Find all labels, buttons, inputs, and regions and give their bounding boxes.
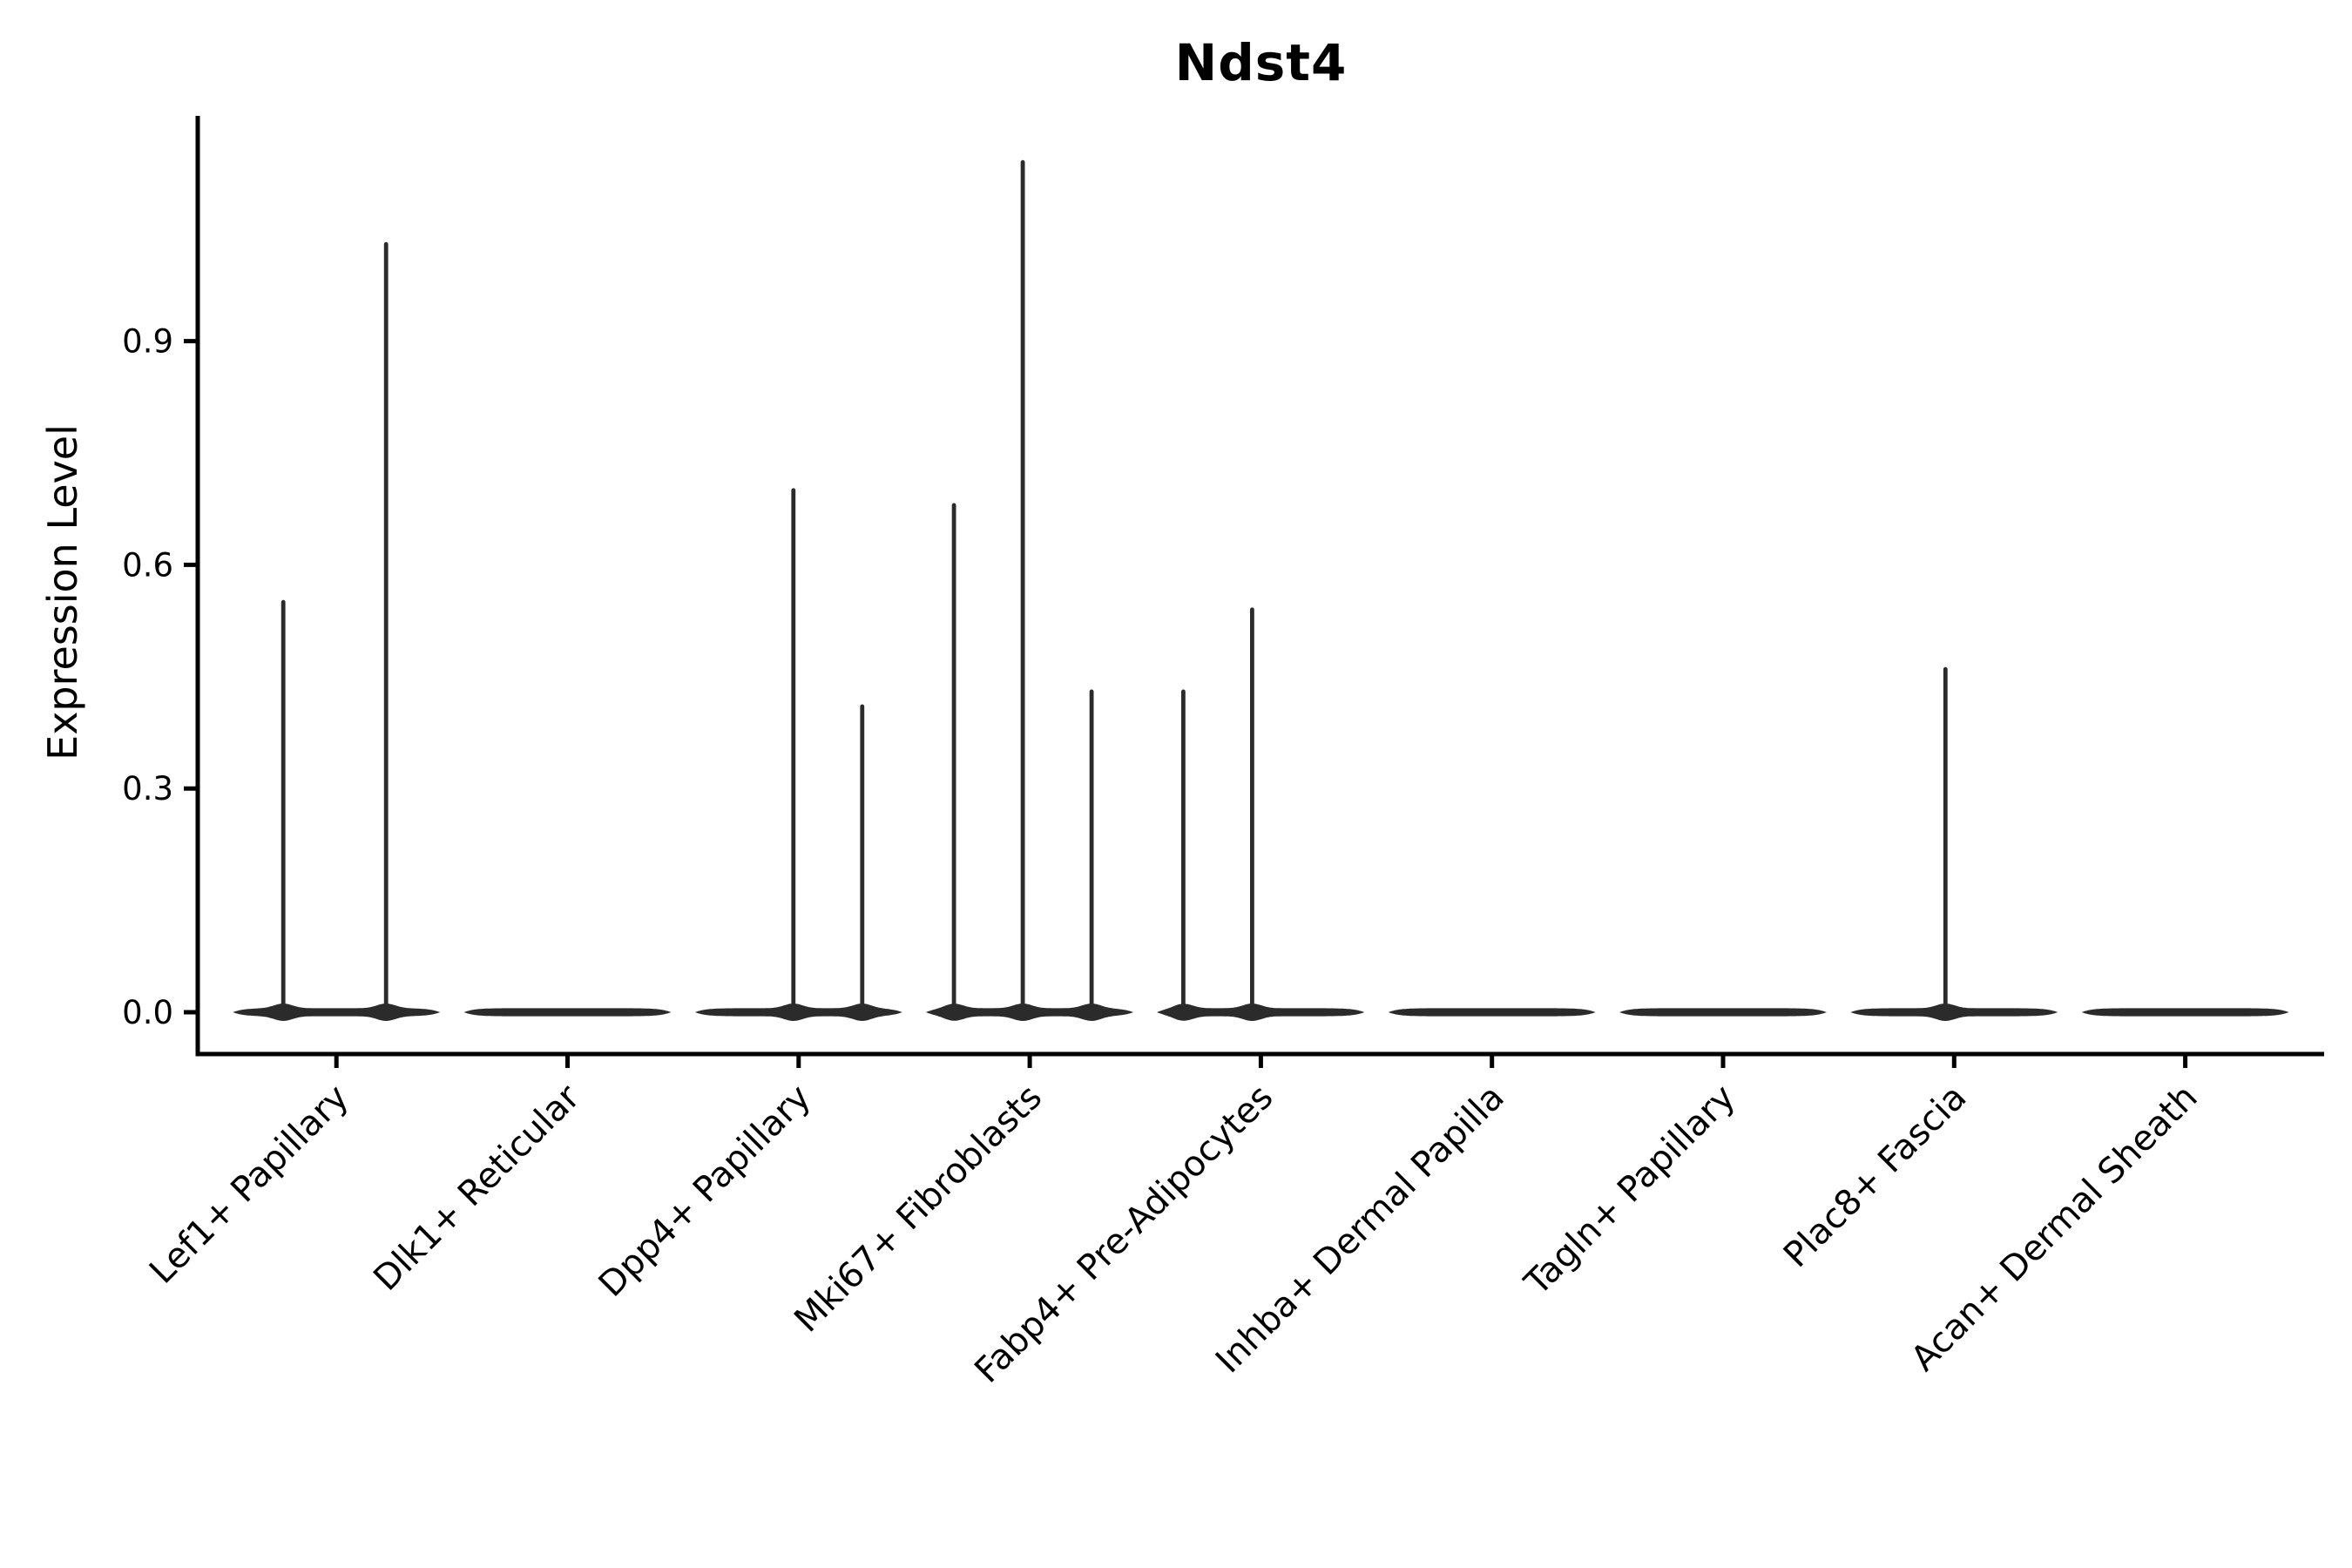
violin-body — [1619, 1008, 1827, 1017]
violin-body — [694, 1004, 902, 1021]
y-tick-label: 0.9 — [122, 323, 173, 361]
x-tick-label: Mki67+ Fibroblasts — [787, 1078, 1050, 1341]
chart-title: Ndst4 — [1174, 33, 1348, 92]
violin-body — [233, 1004, 441, 1021]
x-tick-label: Lef1+ Papillary — [142, 1078, 356, 1292]
y-tick-label: 0.0 — [122, 994, 173, 1031]
violin-body — [463, 1008, 672, 1017]
violin-body — [2081, 1008, 2289, 1017]
violin-body — [1850, 1004, 2058, 1021]
x-tick-label: Plac8+ Fascia — [1776, 1078, 1975, 1276]
x-tick-label: Dlk1+ Reticular — [366, 1077, 588, 1299]
violin-body — [1388, 1008, 1596, 1017]
y-tick-label: 0.6 — [122, 546, 173, 584]
x-tick-label: Tagln+ Papillary — [1517, 1078, 1743, 1304]
violin-body — [1157, 1004, 1365, 1021]
x-tick-label: Dpp4+ Papillary — [591, 1078, 819, 1305]
y-tick-label: 0.3 — [122, 770, 173, 808]
violin-body — [926, 1004, 1134, 1021]
